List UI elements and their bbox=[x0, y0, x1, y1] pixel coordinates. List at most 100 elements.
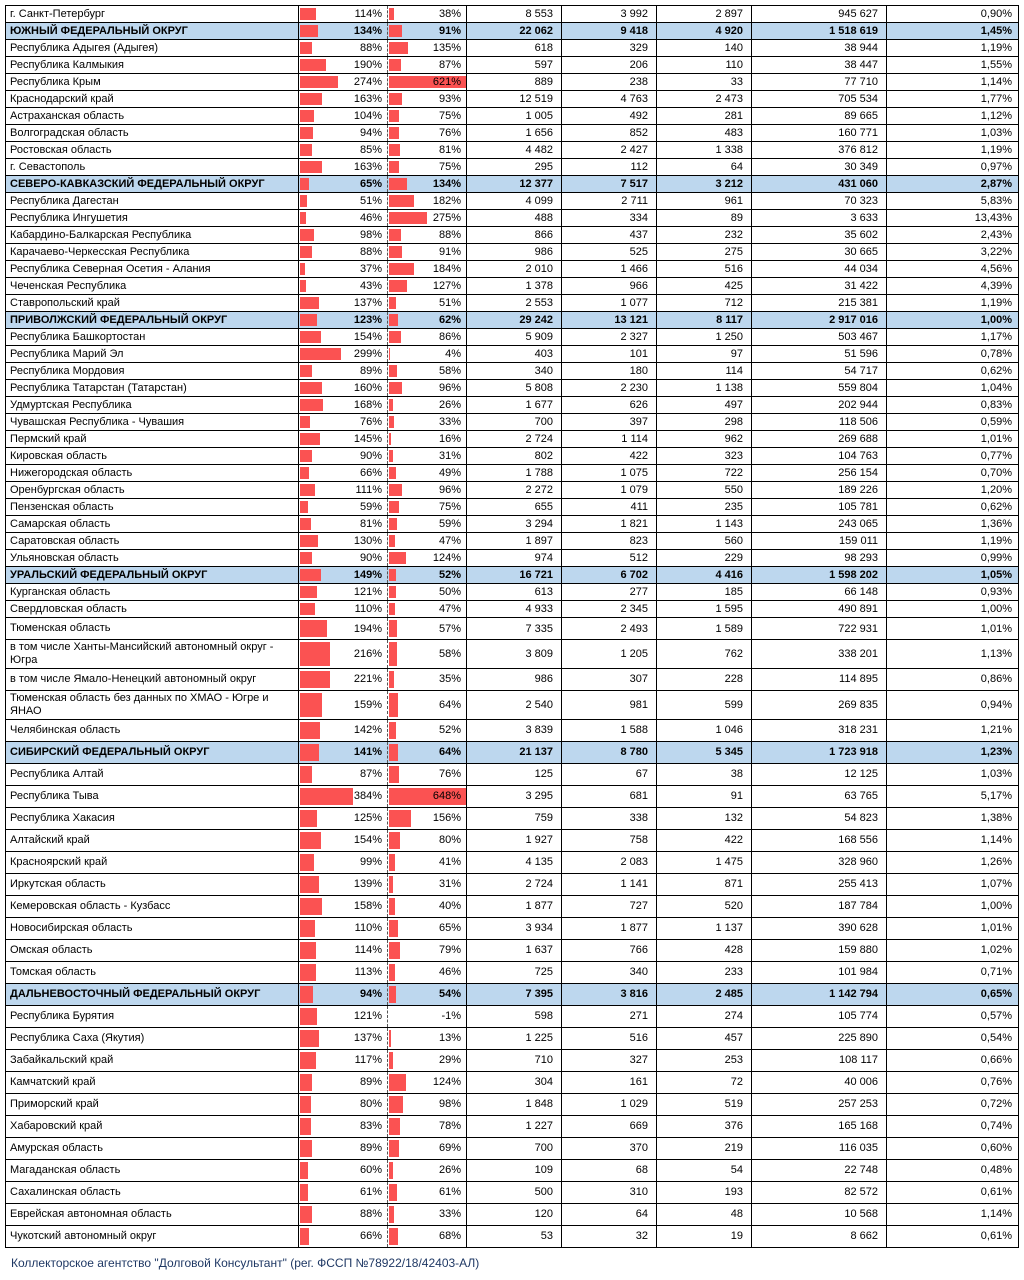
pct2-bar bbox=[389, 144, 401, 156]
cell-share: 0,61% bbox=[980, 1230, 1012, 1243]
pct1-bar bbox=[300, 586, 317, 598]
cell-share: 1,12% bbox=[980, 110, 1012, 122]
table-row: Республика Башкортостан 154% 86% 5 909 2… bbox=[6, 329, 1018, 346]
table-row: Республика Мордовия 89% 58% 340 180 114 … bbox=[6, 363, 1018, 380]
pct2-bar bbox=[389, 484, 403, 496]
table-row: Магаданская область 60% 26% 109 68 54 22… bbox=[6, 1159, 1018, 1182]
cell-v3: 110 bbox=[657, 57, 752, 73]
cell-v4: 114 895 bbox=[752, 668, 887, 690]
cell-v4: 35 602 bbox=[752, 227, 887, 243]
cell-v4: 8 662 bbox=[752, 1225, 887, 1247]
region-name: Нижегородская область bbox=[6, 465, 299, 481]
table-row: Кабардино-Балкарская Республика 98% 88% … bbox=[6, 227, 1018, 244]
cell-v1: 759 bbox=[467, 807, 562, 829]
cell-share: 1,17% bbox=[980, 331, 1012, 343]
pct1-bar bbox=[300, 765, 312, 783]
pct1-bar bbox=[300, 399, 324, 411]
cell-v3: 64 bbox=[657, 159, 752, 175]
pct1-bar bbox=[300, 853, 314, 871]
cell-v4: 722 931 bbox=[752, 618, 887, 639]
pct1-bar bbox=[300, 178, 309, 190]
region-name: Новосибирская область bbox=[6, 917, 299, 939]
table-row: в том числе Ханты-Мансийский автономный … bbox=[6, 640, 1018, 669]
cell-v4: 215 381 bbox=[752, 295, 887, 311]
cell-v4: 30 665 bbox=[752, 244, 887, 260]
cell-v2: 1 141 bbox=[562, 873, 657, 895]
region-name: ЮЖНЫЙ ФЕДЕРАЛЬНЫЙ ОКРУГ bbox=[6, 23, 299, 39]
cell-v1: 725 bbox=[467, 961, 562, 983]
pct1-bar bbox=[300, 692, 322, 717]
table-row: Новосибирская область 110% 65% 3 934 1 8… bbox=[6, 917, 1018, 940]
table-row: Тюменская область 194% 57% 7 335 2 493 1… bbox=[6, 618, 1018, 640]
cell-v4: 390 628 bbox=[752, 917, 887, 939]
cell-v4: 202 944 bbox=[752, 397, 887, 413]
cell-v3: 38 bbox=[657, 763, 752, 785]
pct2-cell: 78% bbox=[387, 1115, 467, 1137]
pct2-value: 38% bbox=[438, 8, 461, 20]
cell-v4: 105 774 bbox=[752, 1005, 887, 1027]
pct2-bar bbox=[389, 178, 408, 190]
cell-share: 1,13% bbox=[980, 647, 1012, 660]
pct1-bar bbox=[300, 144, 312, 156]
cell-share: 0,59% bbox=[980, 416, 1012, 428]
region-name: Кемеровская область - Кузбасс bbox=[6, 895, 299, 917]
pct2-bar bbox=[389, 399, 393, 411]
cell-v1: 2 272 bbox=[467, 482, 562, 498]
pct1-cell: 99% bbox=[299, 852, 387, 873]
region-name: Волгоградская область bbox=[6, 125, 299, 141]
pct1-bar bbox=[300, 348, 342, 360]
cell-share: 1,26% bbox=[980, 856, 1012, 869]
cell-share: 3,22% bbox=[980, 246, 1012, 258]
cell-v2: 271 bbox=[562, 1005, 657, 1027]
pct1-value: 117% bbox=[354, 1054, 382, 1067]
pct2-value: 648% bbox=[432, 790, 461, 803]
cell-v4: 187 784 bbox=[752, 895, 887, 917]
pct1-cell: 121% bbox=[299, 584, 387, 600]
cell-v1: 1 378 bbox=[467, 278, 562, 294]
cell-v1: 5 909 bbox=[467, 329, 562, 345]
pct1-value: 110% bbox=[354, 922, 382, 935]
pct1-bar bbox=[300, 963, 316, 981]
cell-v2: 67 bbox=[562, 763, 657, 785]
table-row: Республика Алтай 87% 76% 125 67 38 12 12… bbox=[6, 763, 1018, 786]
pct1-bar bbox=[300, 1205, 313, 1223]
pct1-cell: 159% bbox=[299, 691, 387, 719]
cell-v1: 597 bbox=[467, 57, 562, 73]
pct2-bar bbox=[389, 110, 400, 122]
pct1-bar bbox=[300, 382, 323, 394]
pct2-bar bbox=[389, 467, 396, 479]
cell-v4: 38 944 bbox=[752, 40, 887, 56]
region-name: Приморский край bbox=[6, 1093, 299, 1115]
pct1-value: 66% bbox=[359, 467, 382, 479]
pct2-value: 58% bbox=[438, 647, 461, 660]
pct2-value: 75% bbox=[438, 110, 461, 122]
pct2-value: 76% bbox=[438, 768, 461, 781]
pct2-bar bbox=[389, 348, 390, 360]
pct2-bar bbox=[389, 897, 395, 915]
region-name: в том числе Ханты-Мансийский автономный … bbox=[6, 640, 299, 668]
pct2-cell: 75% bbox=[387, 159, 467, 175]
pct1-bar bbox=[300, 76, 338, 88]
pct2-cell: 31% bbox=[387, 448, 467, 464]
pct2-value: 127% bbox=[432, 280, 461, 292]
cell-share: 0,97% bbox=[980, 161, 1012, 173]
pct1-bar bbox=[300, 161, 323, 173]
pct1-value: 154% bbox=[353, 834, 382, 847]
region-name: Кировская область bbox=[6, 448, 299, 464]
pct1-bar bbox=[300, 501, 309, 513]
cell-v1: 16 721 bbox=[467, 567, 562, 583]
cell-v2: 2 711 bbox=[562, 193, 657, 209]
pct1-bar bbox=[300, 1139, 313, 1157]
table-row: Камчатский край 89% 124% 304 161 72 40 0… bbox=[6, 1071, 1018, 1094]
pct1-cell: 194% bbox=[299, 618, 387, 639]
table-row: ПРИВОЛЖСКИЙ ФЕДЕРАЛЬНЫЙ ОКРУГ 123% 62% 2… bbox=[6, 312, 1018, 329]
region-name: Алтайский край bbox=[6, 829, 299, 851]
pct1-cell: 113% bbox=[299, 962, 387, 983]
table-row: в том числе Ямало-Ненецкий автономный ок… bbox=[6, 668, 1018, 691]
cell-v2: 64 bbox=[562, 1203, 657, 1225]
cell-v2: 437 bbox=[562, 227, 657, 243]
cell-v1: 700 bbox=[467, 414, 562, 430]
pct2-cell: 621% bbox=[387, 74, 467, 90]
cell-share: 5,17% bbox=[980, 790, 1012, 803]
table-row: Самарская область 81% 59% 3 294 1 821 1 … bbox=[6, 516, 1018, 533]
